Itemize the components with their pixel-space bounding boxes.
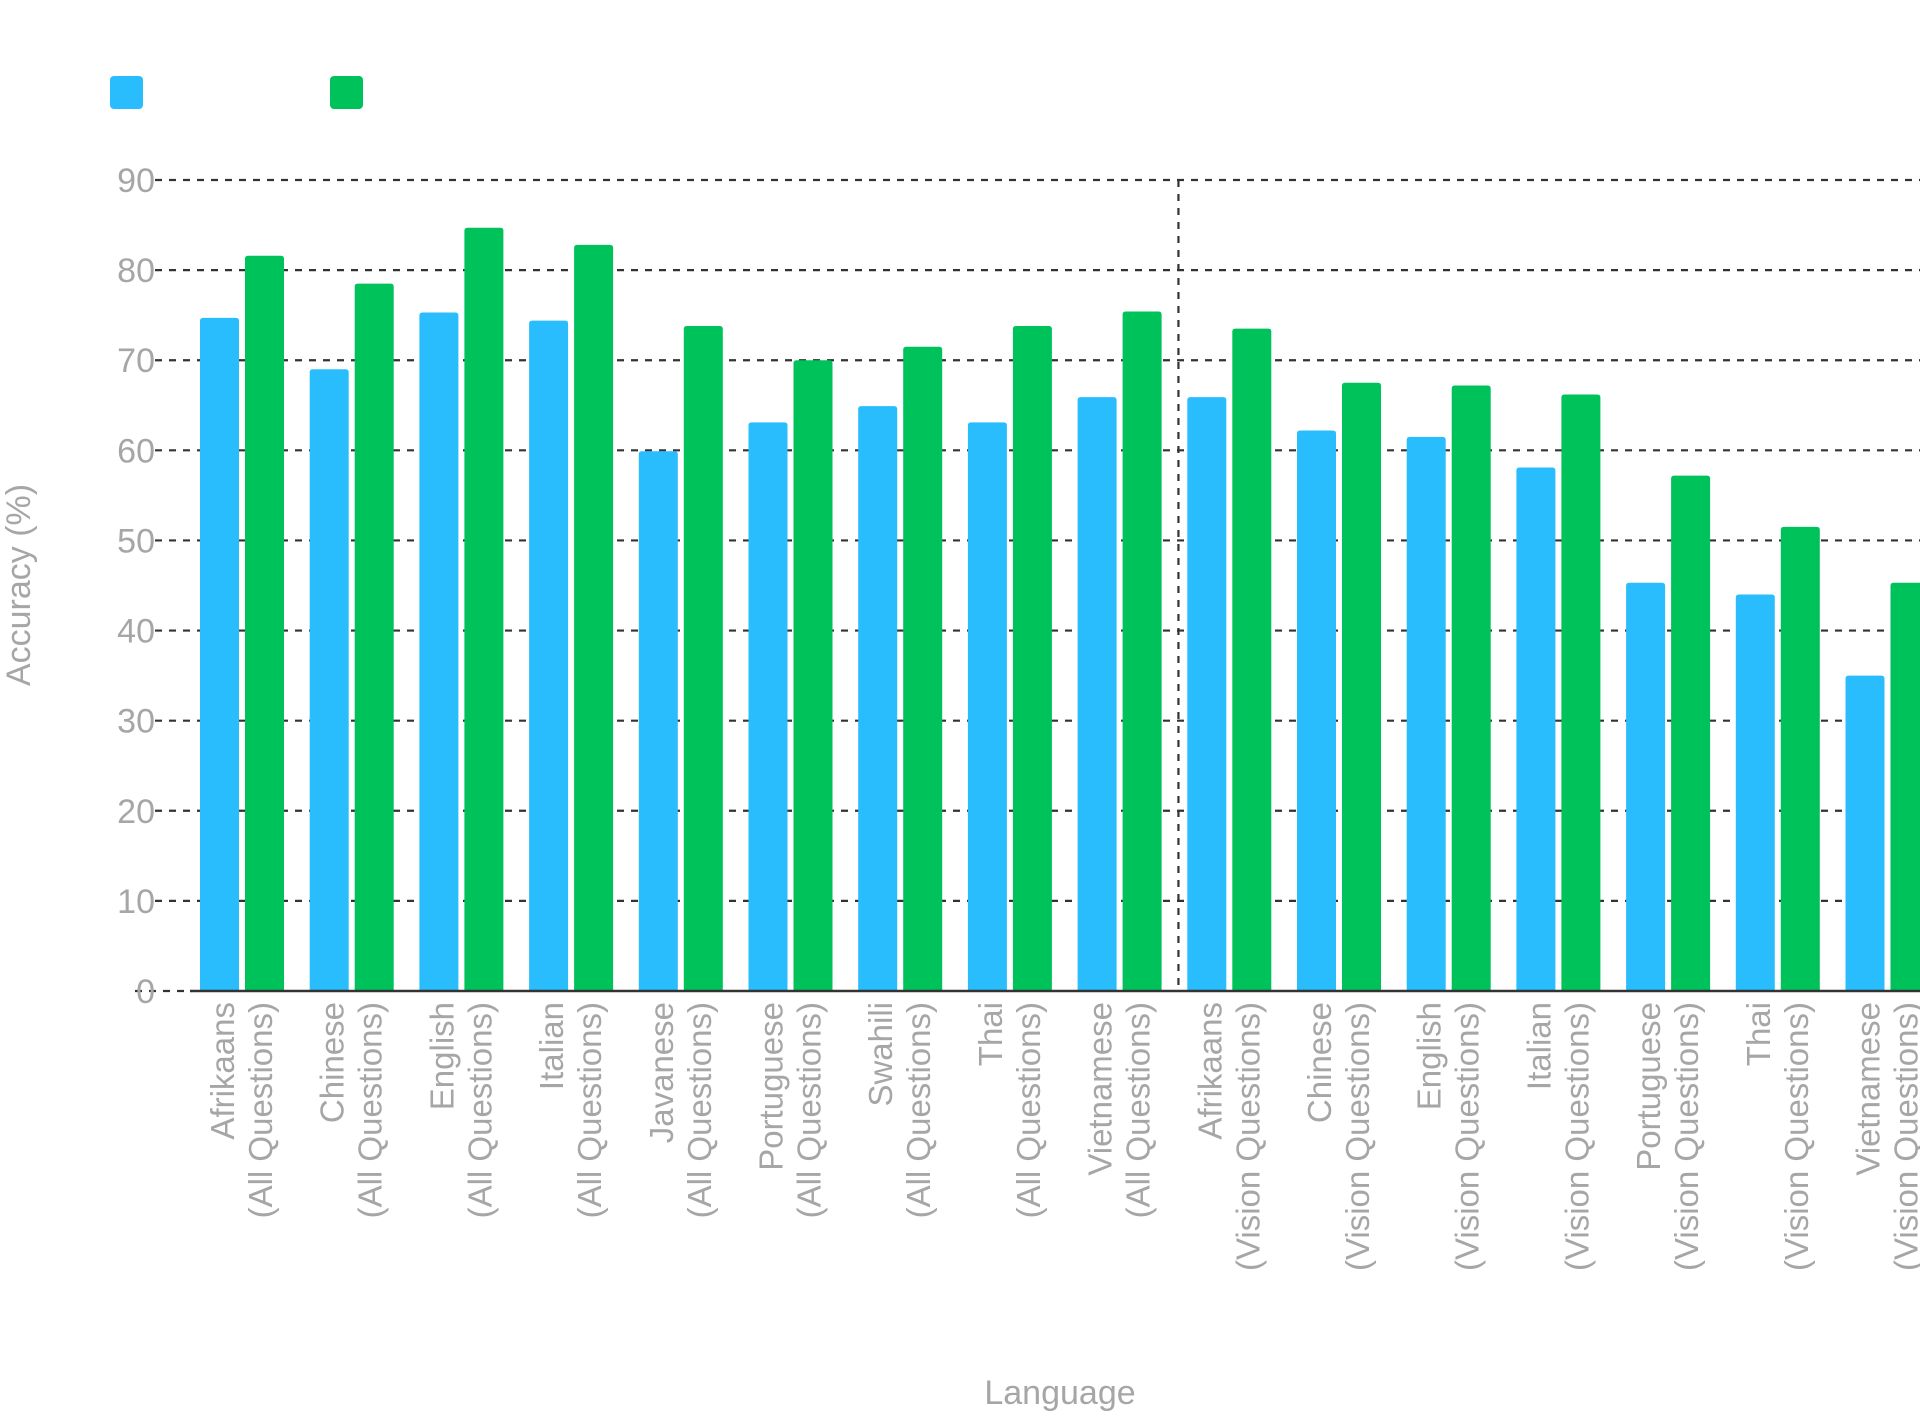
bar-series-2-14: [1780, 526, 1820, 991]
x-tick-label-line1: Italian: [1520, 1002, 1557, 1090]
bar-series-2-12: [1561, 394, 1601, 991]
bar-series-1-5: [748, 422, 788, 991]
x-tick-label-line1: English: [1411, 1002, 1448, 1110]
x-tick-label-line1: Swahili: [862, 1002, 899, 1107]
y-tick-label: 90: [117, 162, 155, 200]
bar-series-1-7: [967, 422, 1007, 991]
x-tick-label: Vietnamese (All Questions): [1082, 1002, 1157, 1218]
x-tick-label: English (All Questions): [423, 1002, 498, 1218]
bar-series-1-3: [529, 320, 569, 991]
bar-series-1-2: [419, 312, 459, 991]
bar-series-1-10: [1297, 430, 1336, 991]
x-tick-label: Afrikaans (All Questions): [204, 1002, 279, 1218]
bar-series-1-0: [200, 317, 239, 991]
x-tick-label-line2: (Vision Questions): [1668, 1002, 1705, 1271]
bar-series-1-11: [1406, 436, 1446, 992]
bar-series-1-1: [309, 369, 349, 991]
bar-series-2-13: [1671, 475, 1711, 991]
x-tick-label-line2: (Vision Questions): [1229, 1002, 1266, 1271]
x-tick-label-line1: Afrikaans: [1191, 1002, 1228, 1140]
x-tick-label: Chinese (Vision Questions): [1301, 1002, 1376, 1271]
x-tick-label-line1: Vietnamese: [1082, 1002, 1119, 1176]
bar-series-2-7: [1012, 325, 1052, 992]
x-tick-label: Thai (All Questions): [972, 1002, 1047, 1218]
bar-series-2-2: [464, 227, 504, 991]
x-tick-label-line2: (Vision Questions): [1449, 1002, 1486, 1271]
x-tick-label-line2: (All Questions): [242, 1002, 279, 1218]
y-tick-label: 0: [136, 973, 155, 1011]
bar-series-2-3: [574, 244, 614, 991]
bar-series-2-9: [1232, 328, 1272, 991]
x-tick-label-line2: (Vision Questions): [1888, 1002, 1920, 1271]
y-tick-label: 40: [117, 613, 155, 651]
x-tick-label-line2: (All Questions): [791, 1002, 828, 1218]
bar-series-2-8: [1122, 311, 1162, 991]
x-tick-label: Italian (All Questions): [533, 1002, 608, 1218]
x-tick-label-line2: (All Questions): [461, 1002, 498, 1218]
legend-swatch-1: [110, 76, 143, 109]
x-tick-label: Portuguese (Vision Questions): [1630, 1002, 1705, 1271]
legend: [110, 76, 363, 109]
x-tick-label-line2: (All Questions): [900, 1002, 937, 1218]
x-tick-label: Portuguese (All Questions): [753, 1002, 828, 1218]
x-tick-label-line2: (All Questions): [1010, 1002, 1047, 1218]
bar-series-1-13: [1626, 582, 1666, 991]
x-tick-label-line2: (Vision Questions): [1339, 1002, 1376, 1271]
x-tick-label-line2: (Vision Questions): [1558, 1002, 1595, 1271]
bar-series-2-0: [245, 255, 284, 991]
x-tick-label-line2: (All Questions): [681, 1002, 718, 1218]
x-tick-label: Swahili (All Questions): [862, 1002, 937, 1218]
bar-series-1-8: [1077, 397, 1117, 991]
x-tick-label-line2: (All Questions): [571, 1002, 608, 1218]
x-tick-label-line1: Portuguese: [753, 1002, 790, 1171]
x-tick-label: Vietnamese(Vision Questions): [1850, 1002, 1920, 1271]
bar-series-1-9: [1187, 397, 1227, 991]
x-tick-label: English (Vision Questions): [1411, 1002, 1486, 1271]
bar-series-1-15: [1845, 675, 1885, 991]
bar-series-1-14: [1735, 594, 1775, 991]
y-tick-label: 60: [117, 432, 155, 470]
legend-swatch-2: [330, 76, 363, 109]
x-tick-label-line2: (Vision Questions): [1778, 1002, 1815, 1271]
x-tick-label: Afrikaans (Vision Questions): [1191, 1002, 1266, 1271]
x-axis-title: Language: [984, 1374, 1135, 1412]
y-tick-labels: 0 10 20 30 40 50 60 70 80 90: [117, 162, 155, 1011]
x-tick-label: Javanese (All Questions): [643, 1002, 718, 1218]
x-tick-label-line1: Javanese: [643, 1002, 680, 1143]
x-tick-label: Italian (Vision Questions): [1520, 1002, 1595, 1271]
y-tick-label: 70: [117, 342, 155, 380]
x-tick-label-line2: (All Questions): [1120, 1002, 1157, 1218]
bar-series-2-6: [903, 346, 943, 991]
x-tick-labels: Afrikaans (All Questions) Chinese (All Ques…: [204, 1002, 1920, 1271]
bars: [200, 227, 1920, 992]
x-tick-label-line1: Portuguese: [1630, 1002, 1667, 1171]
bar-series-2-10: [1342, 382, 1381, 991]
bar-series-2-11: [1451, 385, 1491, 991]
x-tick-label-line1: Chinese: [1301, 1002, 1338, 1123]
x-tick-label-line2: (All Questions): [352, 1002, 389, 1218]
bar-series-2-5: [793, 360, 833, 991]
bar-series-1-4: [638, 451, 678, 991]
y-tick-label: 30: [117, 703, 155, 741]
bar-series-2-15: [1890, 582, 1920, 991]
y-tick-label: 20: [117, 793, 155, 831]
x-tick-label-line1: Vietnamese: [1850, 1002, 1887, 1176]
bar-series-1-6: [858, 406, 898, 991]
x-tick-label: Chinese (All Questions): [314, 1002, 389, 1218]
x-tick-label-line1: English: [423, 1002, 460, 1110]
x-tick-label-line1: Chinese: [314, 1002, 351, 1123]
y-axis-title: Accuracy (%): [0, 484, 38, 686]
y-tick-label: 80: [117, 252, 155, 290]
x-tick-label-line1: Afrikaans: [204, 1002, 241, 1140]
bar-series-2-1: [354, 283, 394, 991]
x-tick-label: Thai (Vision Questions): [1740, 1002, 1815, 1271]
y-tick-label: 10: [117, 883, 155, 921]
x-tick-label-line1: Thai: [972, 1002, 1009, 1066]
bar-series-2-4: [683, 325, 723, 992]
bar-series-1-12: [1516, 467, 1556, 991]
y-tick-label: 50: [117, 522, 155, 560]
x-tick-label-line1: Italian: [533, 1002, 570, 1090]
x-tick-label-line1: Thai: [1740, 1002, 1777, 1066]
